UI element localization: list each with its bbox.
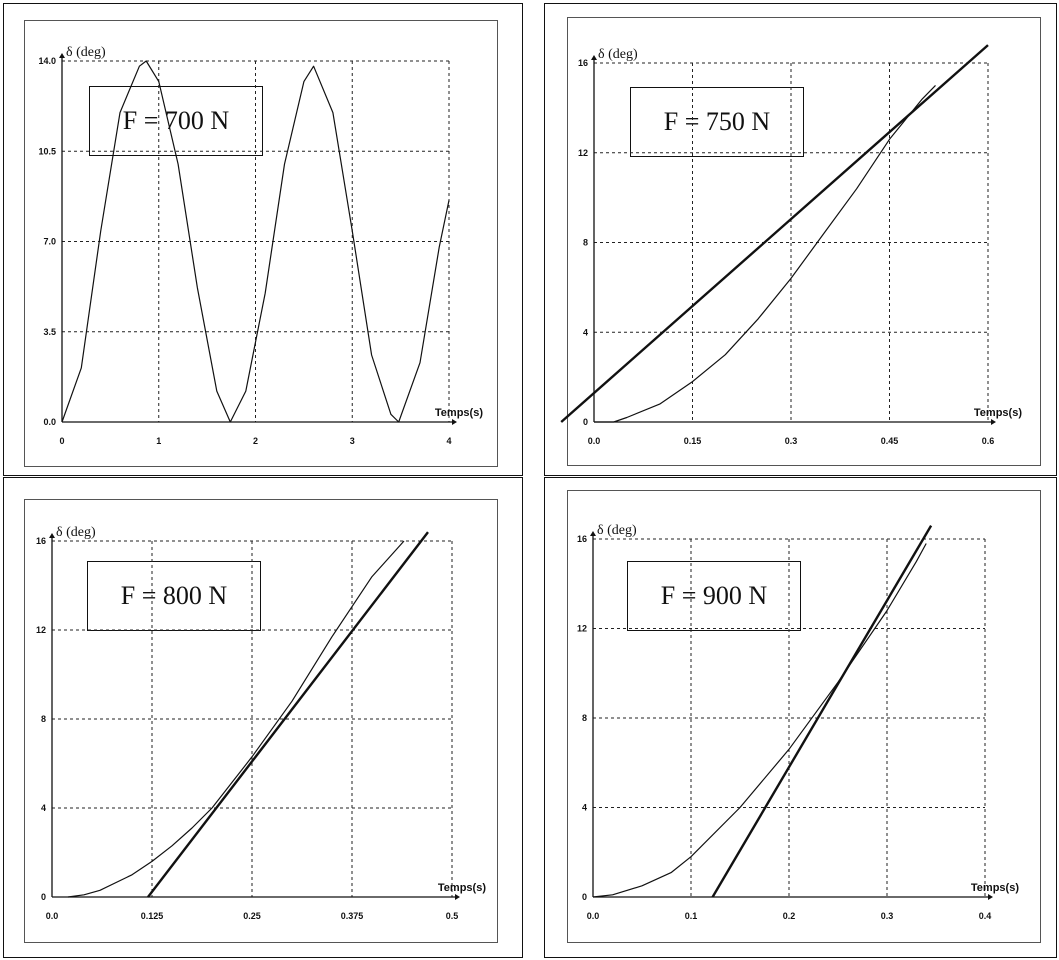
x-tick-label-2: 0.45	[881, 436, 899, 446]
x-tick-label-2: 0.3	[785, 436, 798, 446]
y-tick-label-3: 12	[36, 625, 46, 635]
tangent-line-2	[560, 44, 989, 423]
y-tick-label-3: 8	[41, 714, 46, 724]
y-tick-label-2: 12	[578, 148, 588, 158]
y-tick-label-1: 10.5	[38, 146, 56, 156]
force-label-box-2: F = 750 N	[630, 87, 804, 157]
y-tick-label-3: 0	[41, 892, 46, 902]
y-axis-label-3: δ (deg)	[56, 525, 96, 540]
force-label-1: F = 700 N	[122, 106, 230, 135]
force-label-4: F = 900 N	[660, 581, 768, 610]
force-label-box-3: F = 800 N	[87, 561, 261, 631]
chart-inner-frame-4	[567, 490, 1041, 943]
x-tick-label-2: 0.0	[588, 436, 601, 446]
tangent-line-4	[711, 524, 933, 898]
x-tick-label-1: 1	[156, 436, 161, 446]
x-tick-label-3: 0.5	[446, 911, 459, 921]
x-axis-label-4: Temps(s)	[971, 882, 1019, 894]
y-tick-label-1: 14.0	[38, 56, 56, 66]
force-label-2: F = 750 N	[663, 107, 771, 136]
x-tick-label-1: 4	[446, 436, 451, 446]
y-axis-label-2: δ (deg)	[598, 47, 638, 62]
chart-panel-3	[3, 477, 523, 958]
response-curve-2	[594, 84, 936, 423]
y-tick-label-2: 4	[583, 327, 588, 337]
chart-inner-frame-1	[24, 20, 498, 467]
y-tick-label-1: 0.0	[43, 417, 56, 427]
x-axis-arrow-3	[455, 894, 460, 900]
force-label-box-4: F = 900 N	[627, 561, 801, 631]
tangent-line-3	[147, 531, 429, 898]
x-tick-label-3: 0.25	[243, 911, 261, 921]
y-axis-arrow-3	[49, 533, 55, 538]
y-axis-arrow-1	[59, 53, 65, 58]
response-curve-4	[592, 543, 927, 898]
x-tick-label-3: 0.0	[46, 911, 59, 921]
y-axis-arrow-4	[590, 531, 596, 536]
y-tick-label-2: 16	[578, 58, 588, 68]
y-tick-label-4: 4	[582, 803, 587, 813]
y-tick-label-4: 12	[577, 624, 587, 634]
response-curve-3	[67, 540, 405, 898]
y-axis-label-1: δ (deg)	[66, 45, 106, 60]
y-tick-label-4: 16	[577, 534, 587, 544]
y-tick-label-4: 8	[582, 713, 587, 723]
x-axis-label-2: Temps(s)	[974, 407, 1022, 419]
x-tick-label-3: 0.125	[141, 911, 164, 921]
x-tick-label-3: 0.375	[341, 911, 364, 921]
x-tick-label-4: 0.0	[587, 911, 600, 921]
x-tick-label-4: 0.4	[979, 911, 992, 921]
response-curve-1	[61, 60, 450, 423]
chart-panel-2	[544, 3, 1057, 476]
x-axis-label-1: Temps(s)	[435, 407, 483, 419]
y-tick-label-4: 0	[582, 892, 587, 902]
x-tick-label-4: 0.3	[881, 911, 894, 921]
force-label-box-1: F = 700 N	[89, 86, 263, 156]
x-tick-label-4: 0.2	[783, 911, 796, 921]
y-axis-label-4: δ (deg)	[597, 523, 637, 538]
x-tick-label-1: 0	[59, 436, 64, 446]
chart-inner-frame-2	[567, 17, 1041, 466]
y-tick-label-2: 0	[583, 417, 588, 427]
y-tick-label-3: 16	[36, 536, 46, 546]
y-tick-label-2: 8	[583, 238, 588, 248]
x-axis-arrow-1	[452, 419, 457, 425]
chart-inner-frame-3	[24, 499, 498, 943]
x-axis-arrow-2	[991, 419, 996, 425]
chart-panel-1	[3, 3, 523, 476]
x-axis-label-3: Temps(s)	[438, 882, 486, 894]
x-tick-label-1: 3	[350, 436, 355, 446]
y-tick-label-1: 7.0	[43, 237, 56, 247]
y-tick-label-3: 4	[41, 803, 46, 813]
y-axis-arrow-2	[591, 55, 597, 60]
x-tick-label-1: 2	[253, 436, 258, 446]
y-tick-label-1: 3.5	[43, 327, 56, 337]
x-tick-label-2: 0.15	[684, 436, 702, 446]
x-tick-label-4: 0.1	[685, 911, 698, 921]
force-label-3: F = 800 N	[120, 581, 228, 610]
x-axis-arrow-4	[988, 894, 993, 900]
x-tick-label-2: 0.6	[982, 436, 995, 446]
